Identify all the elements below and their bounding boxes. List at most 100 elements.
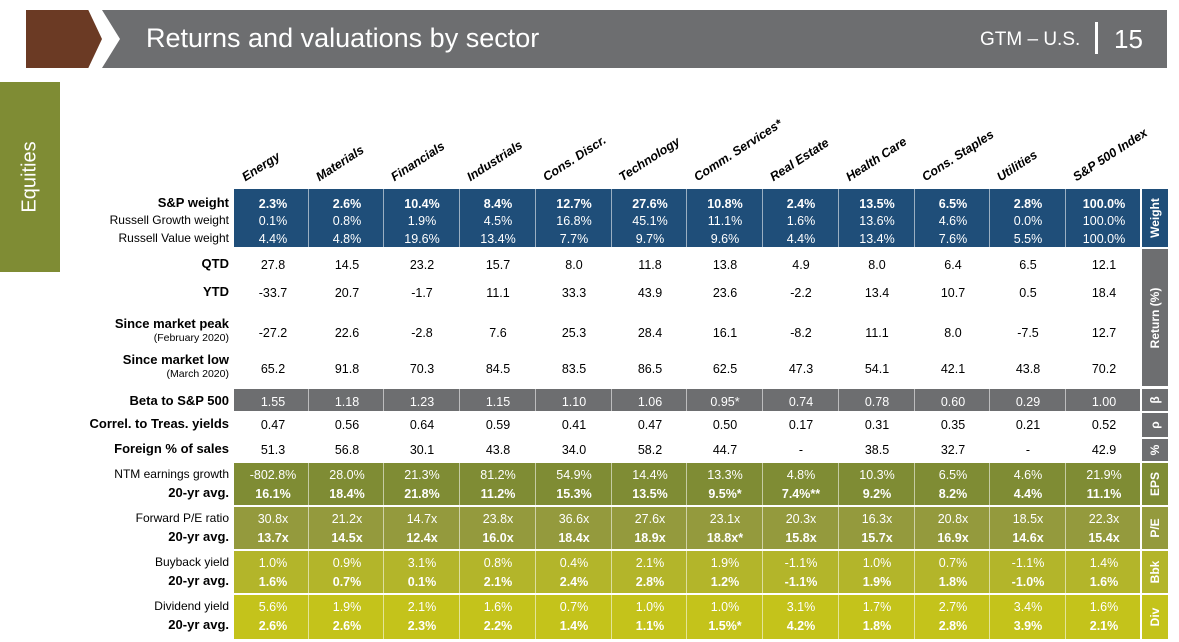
table-cell: 18.4x xyxy=(558,531,590,545)
table-cell: 1.55 xyxy=(260,395,286,409)
table-cell: 36.6x xyxy=(558,512,590,526)
column-divider xyxy=(914,389,915,411)
section-tab: % xyxy=(1142,439,1168,461)
table-cell: 16.1 xyxy=(712,326,738,340)
table-cell: 13.5% xyxy=(632,487,668,501)
table-cell: 14.4% xyxy=(632,468,668,482)
page-title: Returns and valuations by sector xyxy=(146,23,540,53)
table-cell: 32.7 xyxy=(940,443,966,457)
row-label: S&P weight xyxy=(157,195,229,210)
table-cell: 1.9% xyxy=(332,600,362,614)
table-cell: 13.6% xyxy=(859,214,895,228)
column-divider xyxy=(1065,507,1066,549)
table-cell: 70.2 xyxy=(1091,362,1117,376)
section-side-tab[interactable]: Equities xyxy=(0,82,60,272)
table-cell: 84.5 xyxy=(485,362,511,376)
table-cell: 0.60 xyxy=(940,395,966,409)
table-cell: 2.1% xyxy=(407,600,437,614)
table-cell: 43.9 xyxy=(637,286,663,300)
table-cell: 58.2 xyxy=(637,443,663,457)
table-cell: 2.8% xyxy=(635,575,665,589)
table-cell: 1.6% xyxy=(483,600,513,614)
column-divider xyxy=(308,507,309,549)
section-tab-label: EPS xyxy=(1148,471,1162,497)
table-cell: 0.1% xyxy=(258,214,288,228)
table-cell: 13.7x xyxy=(257,531,289,545)
table-cell: 0.7% xyxy=(332,575,362,589)
row-label: Foreign % of sales xyxy=(114,441,229,456)
row-label: Since market low (March 2020) xyxy=(122,352,229,381)
side-tab-label: Equities xyxy=(18,141,41,213)
table-cell: 2.6% xyxy=(332,197,362,211)
row-label: NTM earnings growth xyxy=(114,467,229,481)
table-cell: 1.0% xyxy=(862,556,892,570)
table-cell: 42.9 xyxy=(1091,443,1117,457)
section-tab-label: Bbk xyxy=(1148,560,1162,584)
table-cell: 2.4% xyxy=(559,575,589,589)
table-cell: 2.3% xyxy=(407,619,437,633)
table-cell: 30.8x xyxy=(257,512,289,526)
table-cell: -1.1% xyxy=(1011,556,1045,570)
row-label: YTD xyxy=(203,284,229,299)
table-cell: 20.3x xyxy=(785,512,817,526)
table-cell: -1.0% xyxy=(1011,575,1045,589)
column-divider xyxy=(611,507,612,549)
section-tab: P/E xyxy=(1142,507,1168,549)
table-cell: 1.9% xyxy=(407,214,437,228)
table-cell: 13.4% xyxy=(480,232,516,246)
table-cell: 1.1% xyxy=(635,619,665,633)
table-cell: 8.2% xyxy=(938,487,968,501)
table-cell: 1.06 xyxy=(637,395,663,409)
table-cell: 0.64 xyxy=(409,418,435,432)
table-cell: 30.1 xyxy=(409,443,435,457)
table-cell: 86.5 xyxy=(637,362,663,376)
table-cell: 1.0% xyxy=(710,600,740,614)
column-header: Health Care xyxy=(843,134,910,184)
table-cell: 6.5% xyxy=(938,468,968,482)
column-divider xyxy=(914,507,915,549)
table-cell: 21.8% xyxy=(404,487,440,501)
table-cell: 0.47 xyxy=(637,418,663,432)
table-cell: 0.1% xyxy=(407,575,437,589)
table-cell: 14.7x xyxy=(406,512,438,526)
column-divider xyxy=(459,507,460,549)
row-label: Buyback yield xyxy=(154,555,229,569)
table-cell: 0.56 xyxy=(334,418,360,432)
table-cell: 3.4% xyxy=(1013,600,1043,614)
table-cell: 56.8 xyxy=(334,443,360,457)
table-cell: 1.6% xyxy=(258,575,288,589)
table-cell: 22.6 xyxy=(334,326,360,340)
table-cell: 9.5%* xyxy=(708,487,742,501)
table-cell: 6.5% xyxy=(938,197,968,211)
table-cell: 10.4% xyxy=(404,197,440,211)
table-cell: 51.3 xyxy=(260,443,286,457)
table-cell: 0.7% xyxy=(559,600,589,614)
table-cell: 4.4% xyxy=(1013,487,1043,501)
column-divider xyxy=(838,389,839,411)
column-header: Industrials xyxy=(464,137,526,184)
table-cell: 1.4% xyxy=(559,619,589,633)
table-cell: 2.6% xyxy=(258,619,288,633)
table-cell: 10.8% xyxy=(707,197,743,211)
column-header: S&P 500 Index xyxy=(1070,125,1150,184)
table-cell: 44.7 xyxy=(712,443,738,457)
table-cell: 1.8% xyxy=(862,619,892,633)
column-header: Technology xyxy=(616,134,683,184)
column-divider xyxy=(686,189,687,247)
table-cell: 0.9% xyxy=(332,556,362,570)
table-cell: 19.6% xyxy=(404,232,440,246)
table-cell: -8.2 xyxy=(790,326,812,340)
table-cell: 6.5 xyxy=(1019,258,1037,272)
table-cell: 25.3 xyxy=(561,326,587,340)
column-divider xyxy=(459,189,460,247)
column-divider xyxy=(989,389,990,411)
table-cell: 1.2% xyxy=(710,575,740,589)
column-divider xyxy=(914,189,915,247)
column-divider xyxy=(611,389,612,411)
table-cell: 9.6% xyxy=(710,232,740,246)
table-cell: 11.2% xyxy=(480,487,516,501)
column-divider xyxy=(383,551,384,593)
table-cell: 23.8x xyxy=(482,512,514,526)
column-divider xyxy=(308,463,309,505)
section-tab: ρ xyxy=(1142,413,1168,437)
